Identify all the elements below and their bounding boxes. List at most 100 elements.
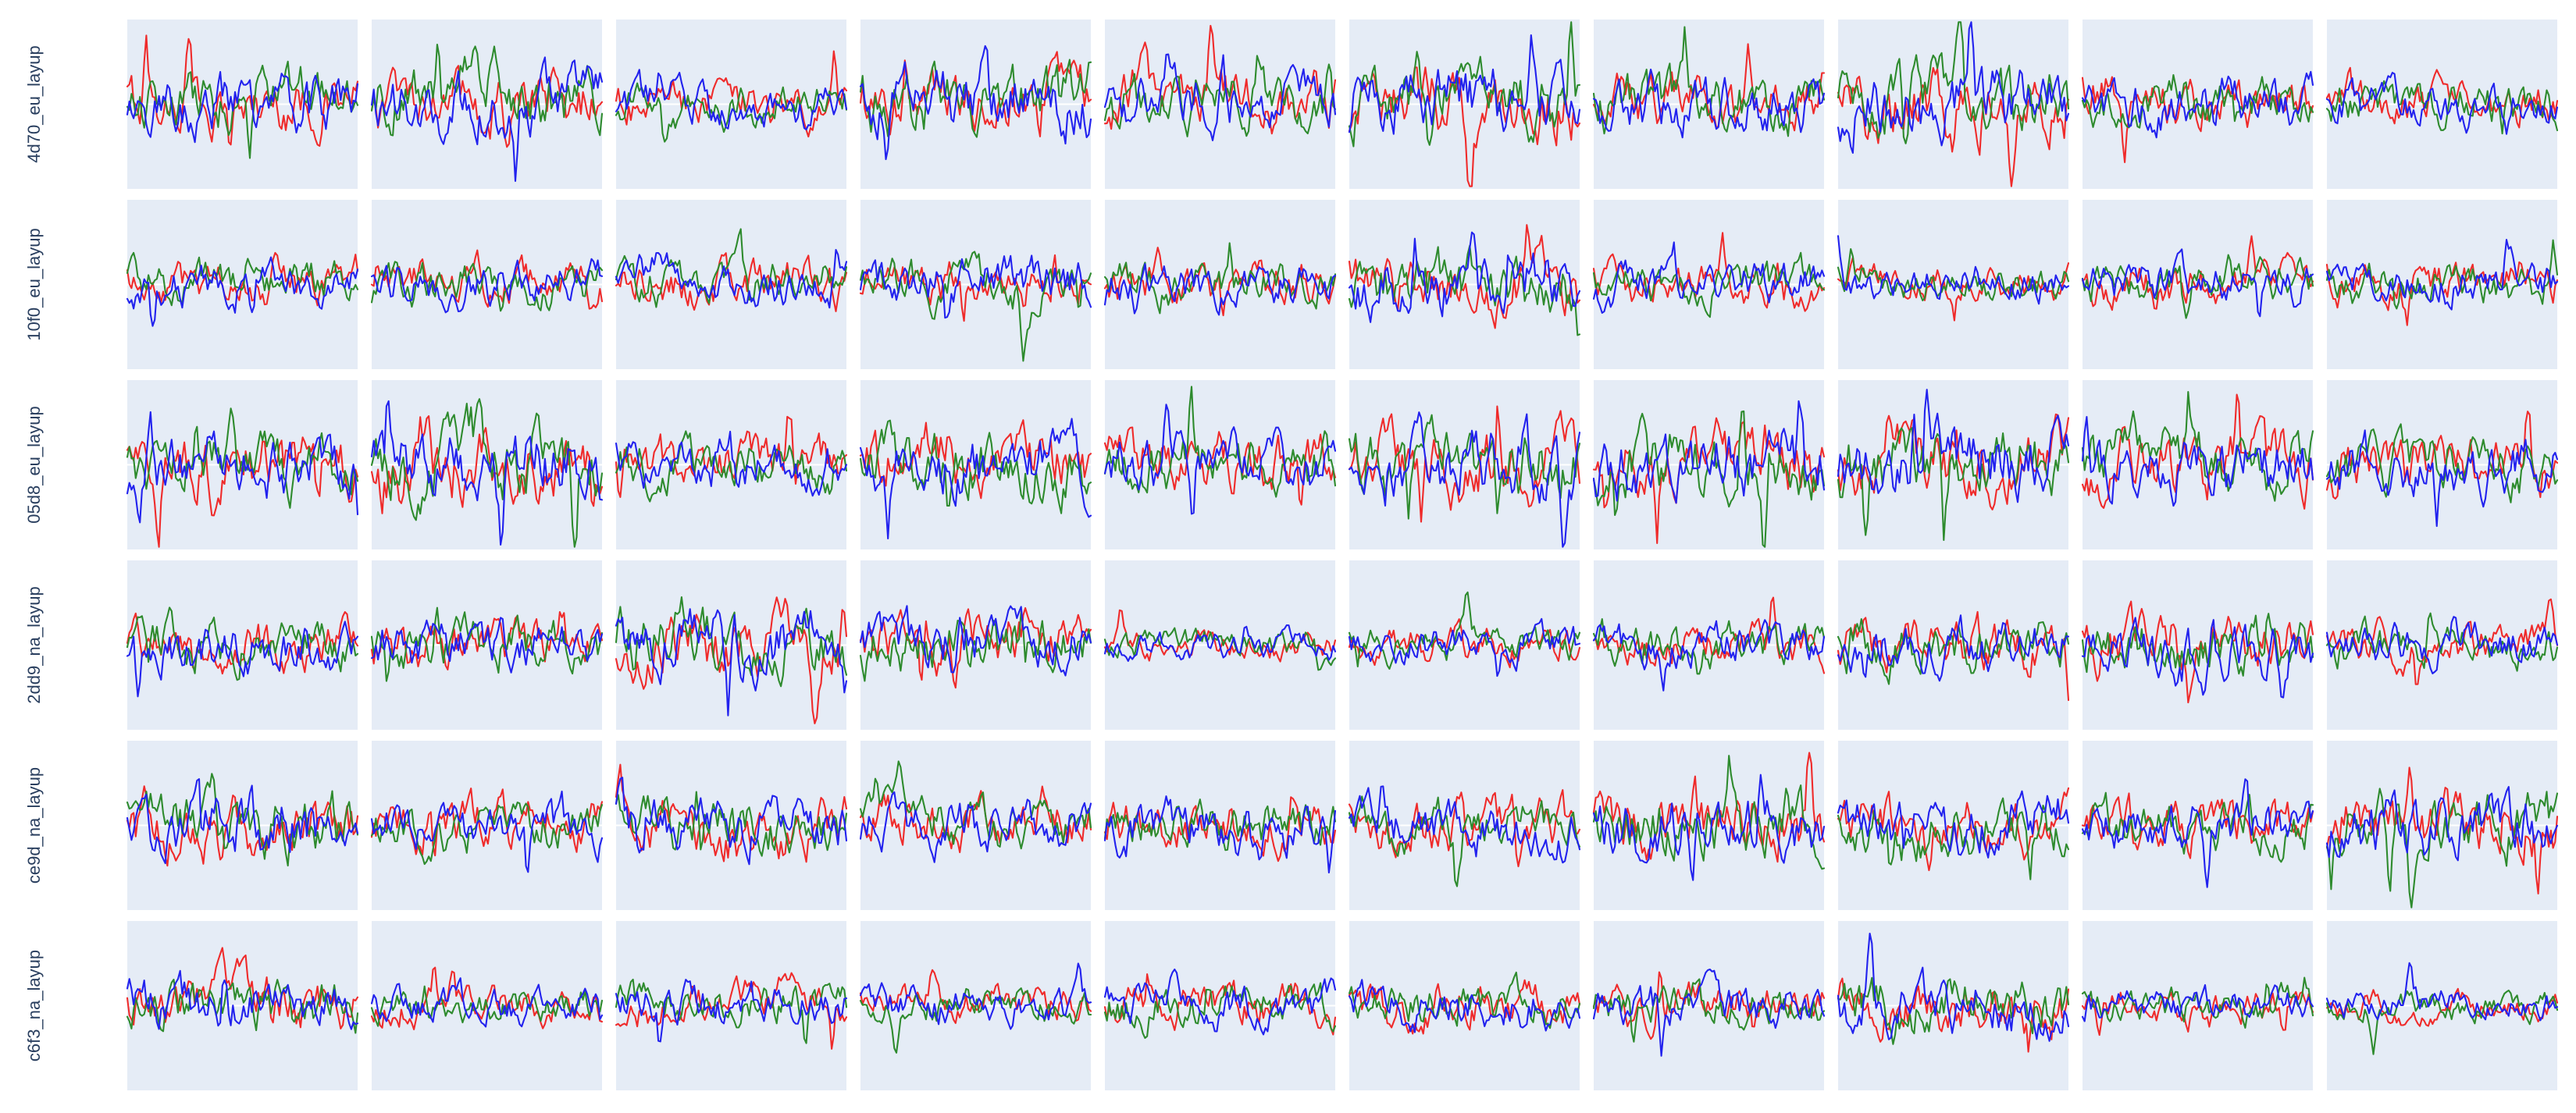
subplot-panel: [859, 560, 1092, 730]
series-line: [1348, 618, 1581, 669]
subplot-panel: [126, 560, 359, 730]
series-line: [2081, 254, 2314, 319]
series-line: [2325, 429, 2559, 528]
series-line: [1837, 235, 2070, 305]
series-line: [370, 258, 604, 314]
series-line: [1103, 53, 1337, 141]
series-line: [1592, 968, 1826, 1057]
series-line: [126, 411, 359, 524]
series-line: [1348, 405, 1581, 523]
subplot-panel: [859, 380, 1092, 549]
subplot-panel: [126, 380, 359, 549]
series-line: [1837, 932, 2070, 1042]
series-line: [1592, 618, 1826, 675]
subplot-panel: [1837, 560, 2070, 730]
panels-layer: [126, 20, 2559, 1090]
subplot-panel: [1592, 741, 1826, 910]
subplot-panel: [2325, 741, 2559, 910]
series-line: [859, 606, 1092, 689]
subplot-panel: [2325, 20, 2559, 189]
series-line: [370, 56, 604, 182]
subplot-panel: [1348, 20, 1581, 189]
series-line: [1348, 411, 1581, 548]
row-label: ce9d_na_layup: [24, 767, 44, 884]
row-label: 10f0_eu_layup: [24, 228, 44, 340]
series-line: [1592, 978, 1826, 1043]
series-line: [2325, 987, 2559, 1027]
series-line: [1348, 617, 1581, 677]
series-line: [1592, 26, 1826, 137]
series-line: [1837, 976, 2070, 1045]
series-line: [615, 978, 848, 1044]
series-line: [1592, 251, 1826, 318]
subplot-panel: [1592, 921, 1826, 1090]
series-line: [859, 44, 1092, 161]
series-line: [1103, 404, 1337, 515]
series-line: [370, 802, 604, 866]
series-line: [126, 251, 359, 307]
subplot-panel: [615, 200, 848, 369]
series-line: [2325, 788, 2559, 909]
series-line: [126, 947, 359, 1029]
series-line: [1348, 231, 1581, 323]
series-line: [370, 400, 604, 546]
series-line: [1592, 400, 1826, 504]
series-line: [2081, 76, 2314, 163]
series-line: [126, 251, 359, 307]
series-line: [1103, 426, 1337, 506]
subplot-panel: [2081, 741, 2314, 910]
series-line: [859, 59, 1092, 138]
series-line: [2081, 778, 2314, 888]
subplot-panel: [2325, 560, 2559, 730]
series-line: [615, 82, 848, 143]
series-line: [2325, 66, 2559, 129]
series-line: [2081, 391, 2314, 502]
series-line: [1837, 21, 2070, 154]
series-line: [2325, 989, 2559, 1055]
series-line: [126, 70, 359, 144]
series-line: [1103, 386, 1337, 498]
series-line: [859, 791, 1092, 863]
series-line: [2325, 411, 2559, 500]
series-line: [615, 777, 848, 866]
series-line: [2081, 248, 2314, 318]
subplot-panel: [2081, 560, 2314, 730]
series-line: [859, 605, 1092, 677]
series-line: [2325, 239, 2559, 311]
subplot-panel: [126, 741, 359, 910]
subplot-panel: [1837, 380, 2070, 549]
subplot-panel: [615, 20, 848, 189]
series-line: [859, 418, 1092, 540]
subplot-panel: [2081, 20, 2314, 189]
series-line: [370, 617, 604, 674]
series-line: [2081, 791, 2314, 863]
subplot-panel: [2325, 921, 2559, 1090]
series-line: [2081, 613, 2314, 677]
series-line: [1592, 755, 1826, 870]
series-line: [2081, 617, 2314, 699]
series-line: [1592, 752, 1826, 863]
row-label: 05d8_eu_layup: [24, 406, 44, 523]
series-line: [2325, 598, 2559, 685]
series-line: [615, 791, 848, 857]
subplot-panel: [370, 200, 604, 369]
series-line: [1103, 24, 1337, 135]
series-line: [615, 50, 848, 138]
series-line: [126, 978, 359, 1034]
subplot-panel: [2081, 200, 2314, 369]
series-line: [1592, 241, 1826, 314]
series-line: [615, 252, 848, 312]
series-line: [1348, 795, 1581, 887]
series-line: [1348, 21, 1581, 148]
series-line: [2081, 416, 2314, 507]
series-line: [2325, 786, 2559, 862]
series-line: [1592, 232, 1826, 312]
series-line: [859, 419, 1092, 514]
subplot-panel: [1592, 200, 1826, 369]
subplot-panel: [1103, 741, 1337, 910]
subplot-panel: [1103, 560, 1337, 730]
series-line: [370, 985, 604, 1027]
series-line: [370, 261, 604, 312]
subplot-panel: [1837, 741, 2070, 910]
series-line: [126, 969, 359, 1030]
